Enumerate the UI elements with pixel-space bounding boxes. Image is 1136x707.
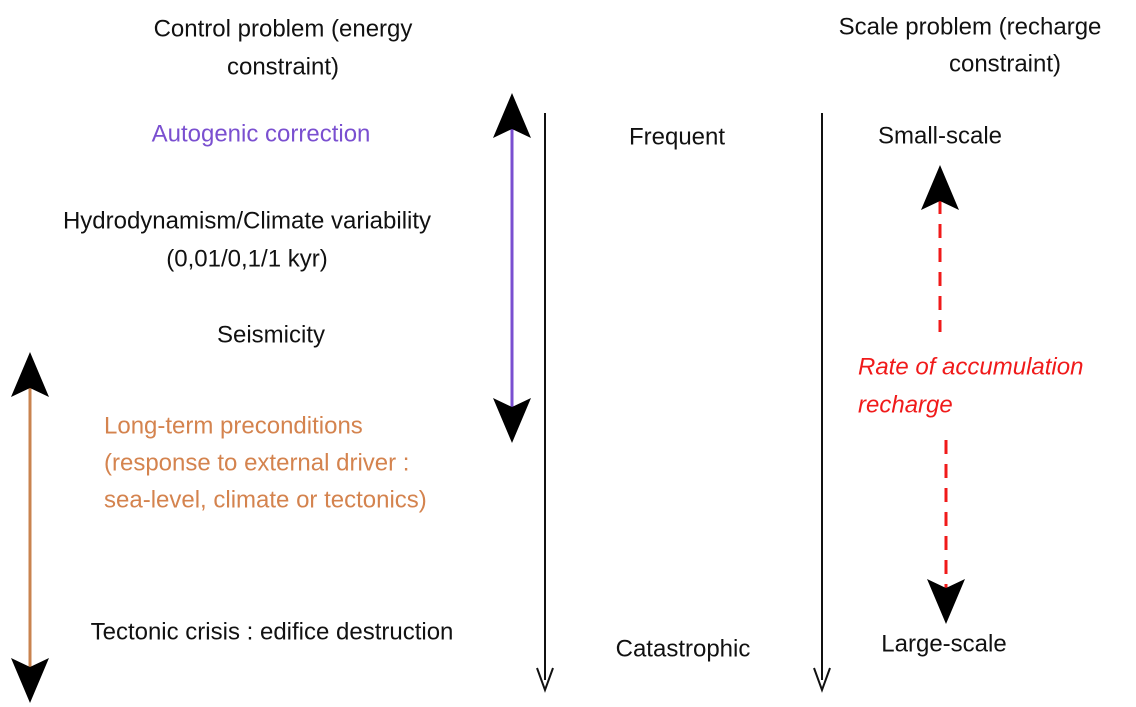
heading: Scale problem (recharge [839,13,1102,40]
label: Catastrophic [616,635,751,662]
label: Small-scale [878,122,1002,149]
label: sea-level, climate or tectonics) [104,486,427,513]
label: Seismicity [217,321,325,348]
arrow-head [813,667,831,693]
label: Tectonic crisis : edifice destruction [91,618,454,645]
label: (response to external driver : [104,449,409,476]
arrow-head [536,667,554,693]
label: (0,01/0,1/1 kyr) [166,245,327,272]
heading: constraint) [227,53,339,80]
label: Frequent [629,123,725,150]
label: recharge [858,391,953,418]
label: Long-term preconditions [104,412,363,439]
label: Autogenic correction [152,120,371,147]
label: Large-scale [881,630,1006,657]
heading: Control problem (energy [154,15,413,42]
heading: constraint) [949,50,1061,77]
label: Hydrodynamism/Climate variability [63,207,431,234]
label: Rate of accumulation [858,353,1083,380]
